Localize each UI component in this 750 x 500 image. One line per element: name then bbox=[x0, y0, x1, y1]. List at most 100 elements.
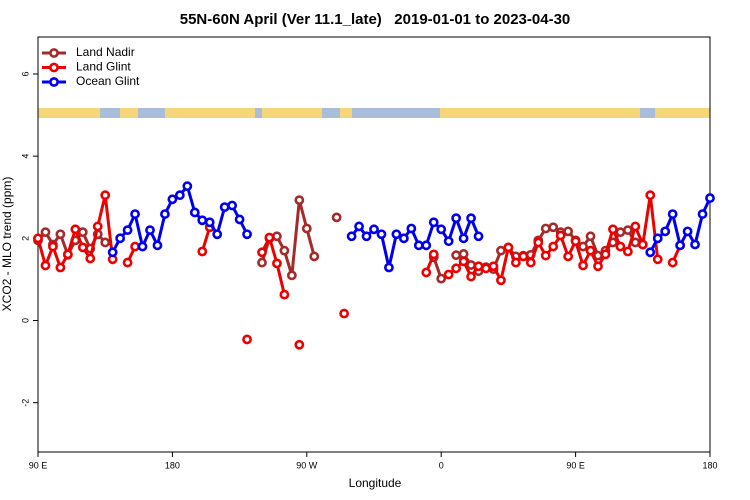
data-point bbox=[548, 222, 559, 233]
data-point bbox=[152, 240, 163, 251]
data-point bbox=[518, 251, 529, 262]
x-tick-label: 0 bbox=[439, 460, 444, 470]
data-point bbox=[466, 271, 476, 282]
data-point bbox=[204, 217, 215, 228]
y-tick-label: 6 bbox=[20, 71, 30, 76]
data-point bbox=[85, 253, 96, 264]
data-point bbox=[451, 250, 462, 261]
data-point bbox=[652, 254, 663, 265]
y-axis-label: XCO2 - MLO trend (ppm) bbox=[0, 177, 14, 312]
data-point bbox=[705, 193, 715, 203]
data-point bbox=[107, 247, 118, 258]
map-land bbox=[655, 108, 710, 118]
data-point bbox=[115, 233, 126, 244]
data-point bbox=[682, 226, 693, 237]
data-point bbox=[301, 223, 312, 234]
data-point bbox=[443, 236, 454, 247]
data-point bbox=[555, 230, 566, 241]
data-point bbox=[122, 225, 133, 236]
data-point bbox=[354, 221, 364, 232]
data-point bbox=[451, 263, 462, 274]
data-point bbox=[55, 262, 66, 273]
data-point bbox=[55, 229, 66, 240]
data-point bbox=[428, 217, 439, 228]
data-point bbox=[578, 241, 588, 252]
data-point bbox=[100, 190, 111, 201]
map-land bbox=[440, 108, 640, 118]
data-point bbox=[525, 257, 536, 268]
legend-marker bbox=[49, 62, 59, 73]
data-point bbox=[70, 224, 81, 235]
data-point bbox=[458, 233, 469, 244]
data-point bbox=[279, 289, 290, 300]
data-point bbox=[122, 257, 133, 268]
data-point bbox=[376, 229, 387, 240]
data-point bbox=[62, 249, 73, 260]
data-point bbox=[473, 261, 484, 272]
data-point bbox=[197, 215, 208, 226]
data-point bbox=[384, 262, 394, 273]
data-point bbox=[585, 231, 596, 242]
data-point bbox=[48, 241, 58, 252]
data-point bbox=[137, 241, 148, 252]
data-point bbox=[473, 231, 484, 242]
legend-label: Ocean Glint bbox=[76, 74, 140, 88]
data-point bbox=[242, 334, 252, 345]
data-point bbox=[436, 224, 447, 235]
data-point bbox=[608, 224, 618, 235]
map-land bbox=[120, 108, 138, 118]
data-point bbox=[242, 229, 252, 240]
x-axis-label: Longitude bbox=[349, 476, 402, 490]
data-point bbox=[130, 241, 140, 252]
data-point bbox=[174, 190, 185, 201]
data-point bbox=[645, 247, 656, 258]
data-point bbox=[257, 257, 267, 268]
data-point bbox=[398, 233, 409, 244]
data-point bbox=[510, 257, 521, 268]
data-point bbox=[637, 239, 648, 250]
data-point bbox=[189, 207, 200, 218]
data-point bbox=[675, 240, 686, 251]
data-point bbox=[331, 212, 342, 223]
data-point bbox=[652, 233, 663, 244]
x-tick-label: 90 E bbox=[29, 460, 48, 470]
map-land bbox=[165, 108, 255, 118]
data-point bbox=[369, 224, 379, 235]
legend-label: Land Nadir bbox=[76, 45, 135, 59]
data-point bbox=[197, 246, 208, 257]
data-point bbox=[428, 249, 439, 260]
data-point bbox=[600, 249, 611, 260]
data-point bbox=[361, 231, 372, 242]
data-point bbox=[660, 226, 671, 237]
data-point bbox=[167, 194, 178, 205]
data-point bbox=[667, 209, 678, 219]
data-point bbox=[309, 251, 320, 262]
data-point bbox=[145, 225, 155, 236]
data-point bbox=[622, 246, 633, 257]
data-point bbox=[264, 232, 275, 243]
legend-marker bbox=[49, 77, 59, 87]
data-point bbox=[33, 233, 43, 244]
map-land bbox=[262, 108, 322, 118]
data-point bbox=[540, 250, 551, 261]
legend-marker bbox=[49, 48, 59, 58]
y-tick-label: -2 bbox=[20, 399, 30, 407]
data-point bbox=[413, 240, 424, 251]
data-point bbox=[622, 225, 633, 236]
data-point bbox=[496, 245, 506, 256]
data-point bbox=[496, 275, 506, 286]
data-point bbox=[406, 223, 417, 234]
map-ocean bbox=[38, 108, 710, 118]
data-point bbox=[593, 261, 603, 272]
x-tick-label: 90 W bbox=[296, 460, 318, 470]
x-tick-label: 90 E bbox=[566, 460, 585, 470]
map-land bbox=[38, 108, 100, 118]
data-point bbox=[630, 221, 641, 232]
data-point bbox=[130, 209, 140, 219]
data-point bbox=[77, 242, 88, 253]
data-point bbox=[563, 226, 574, 237]
data-point bbox=[458, 256, 469, 267]
y-tick-label: 0 bbox=[20, 318, 30, 323]
